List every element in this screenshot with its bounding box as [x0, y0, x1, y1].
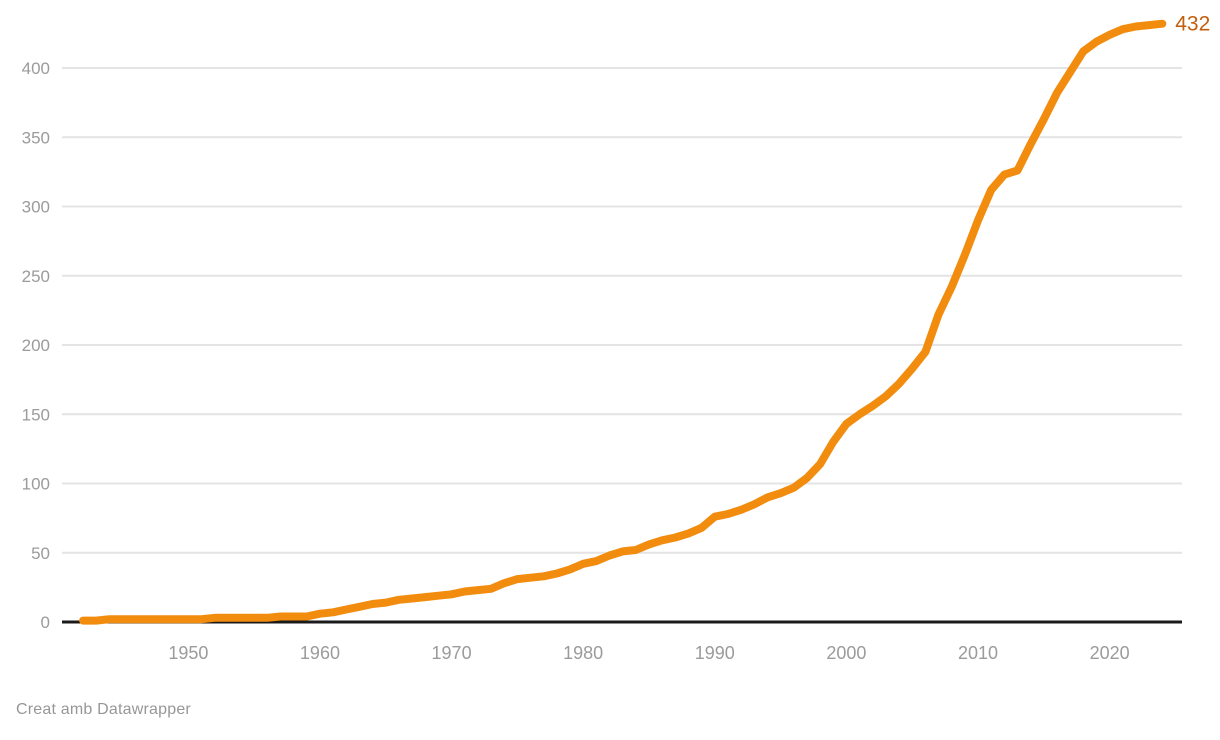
x-tick-label: 2010: [958, 643, 998, 663]
y-tick-label: 300: [22, 198, 50, 217]
end-value-label: 432: [1175, 13, 1210, 36]
x-tick-label: 1970: [432, 643, 472, 663]
y-tick-label: 250: [22, 267, 50, 286]
y-tick-label: 200: [22, 336, 50, 355]
attribution-text: Creat amb Datawrapper: [16, 701, 191, 718]
x-tick-label: 1950: [168, 643, 208, 663]
y-tick-label: 400: [22, 59, 50, 78]
x-tick-label: 2000: [826, 643, 866, 663]
x-tick-label: 1980: [563, 643, 603, 663]
y-tick-label: 350: [22, 128, 50, 147]
y-tick-label: 0: [41, 613, 50, 632]
y-tick-label: 50: [31, 544, 50, 563]
data-line: [79, 19, 1167, 625]
x-tick-label: 1990: [695, 643, 735, 663]
y-tick-label: 150: [22, 405, 50, 424]
line-chart-canvas: 0 50 100 150 200 250 300 350 400 1950 1960 1970 1980…: [22, 13, 1211, 663]
x-tick-label: 1960: [300, 643, 340, 663]
y-tick-label: 100: [22, 475, 50, 494]
x-tick-label: 2020: [1090, 643, 1130, 663]
